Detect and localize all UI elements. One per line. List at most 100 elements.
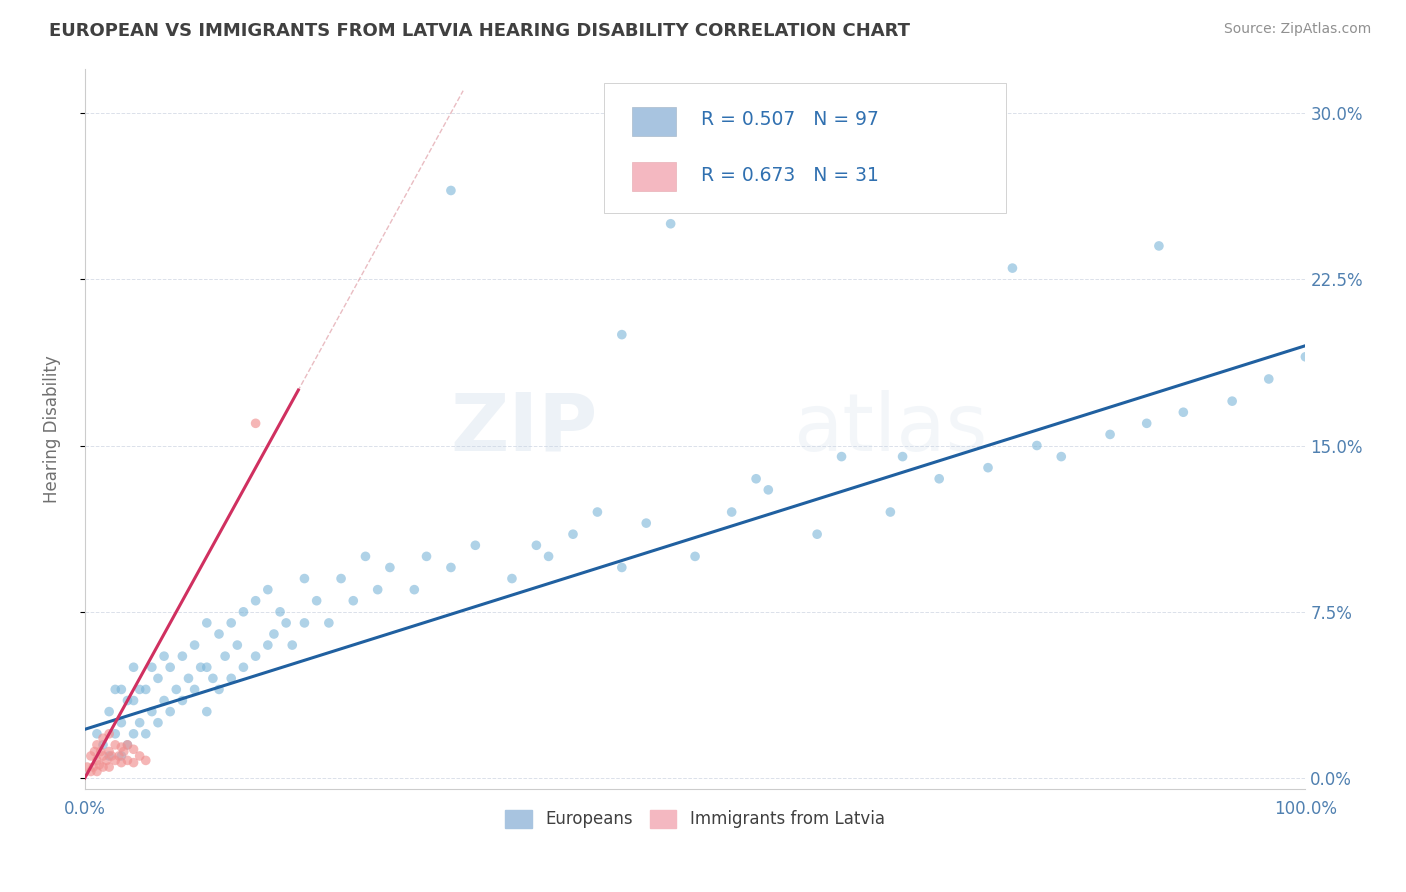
Point	[122, 660, 145, 674]
Point	[683, 549, 706, 564]
Point	[91, 760, 114, 774]
Point	[177, 671, 200, 685]
Point	[354, 549, 377, 564]
Point	[153, 693, 176, 707]
Point	[91, 738, 114, 752]
Point	[183, 638, 205, 652]
Point	[135, 727, 157, 741]
Point	[98, 745, 121, 759]
Point	[104, 682, 127, 697]
Point	[98, 727, 121, 741]
Point	[440, 560, 463, 574]
Point	[610, 560, 633, 574]
Point	[928, 472, 950, 486]
Point	[879, 505, 901, 519]
Point	[117, 753, 139, 767]
Y-axis label: Hearing Disability: Hearing Disability	[44, 355, 60, 503]
Point	[122, 756, 145, 770]
Point	[91, 748, 114, 763]
Point	[720, 505, 742, 519]
Point	[98, 705, 121, 719]
Point	[281, 638, 304, 652]
Point	[415, 549, 437, 564]
Point	[117, 738, 139, 752]
Point	[831, 172, 853, 186]
Text: atlas: atlas	[793, 390, 987, 468]
Point	[104, 727, 127, 741]
Point	[135, 682, 157, 697]
Point	[190, 660, 212, 674]
Point	[100, 748, 122, 763]
Point	[1025, 438, 1047, 452]
Point	[122, 693, 145, 707]
Point	[165, 682, 187, 697]
Point	[86, 727, 108, 741]
Point	[659, 217, 682, 231]
Point	[330, 572, 353, 586]
Point	[977, 460, 1000, 475]
Point	[110, 756, 132, 770]
Point	[276, 615, 298, 630]
FancyBboxPatch shape	[631, 107, 675, 136]
Point	[135, 753, 157, 767]
Point	[537, 549, 560, 564]
Point	[98, 748, 121, 763]
Point	[1136, 417, 1159, 431]
Point	[219, 615, 242, 630]
Point	[318, 615, 340, 630]
FancyBboxPatch shape	[603, 83, 1007, 212]
Point	[367, 582, 389, 597]
Point	[232, 605, 254, 619]
Point	[806, 527, 828, 541]
Point	[1220, 394, 1243, 409]
Point	[159, 660, 181, 674]
Point	[378, 560, 401, 574]
Point	[745, 472, 768, 486]
Point	[172, 649, 194, 664]
Text: R = 0.673   N = 31: R = 0.673 N = 31	[702, 166, 879, 185]
Point	[91, 731, 114, 746]
Point	[110, 715, 132, 730]
Text: EUROPEAN VS IMMIGRANTS FROM LATVIA HEARING DISABILITY CORRELATION CHART: EUROPEAN VS IMMIGRANTS FROM LATVIA HEARI…	[49, 22, 910, 40]
Point	[1147, 239, 1170, 253]
Point	[96, 753, 118, 767]
Point	[112, 745, 135, 759]
Point	[146, 715, 169, 730]
Point	[464, 538, 486, 552]
Point	[586, 505, 609, 519]
Point	[104, 738, 127, 752]
Point	[256, 638, 278, 652]
Point	[440, 184, 463, 198]
Point	[610, 327, 633, 342]
Point	[128, 748, 150, 763]
Point	[128, 715, 150, 730]
Point	[117, 693, 139, 707]
Text: ZIP: ZIP	[450, 390, 598, 468]
Point	[501, 572, 523, 586]
Point	[108, 748, 131, 763]
Point	[831, 450, 853, 464]
Point	[1257, 372, 1279, 386]
Point	[1050, 450, 1073, 464]
Text: R = 0.507   N = 97: R = 0.507 N = 97	[702, 111, 879, 129]
Point	[104, 753, 127, 767]
Point	[524, 538, 547, 552]
Point	[80, 764, 103, 779]
Point	[195, 615, 218, 630]
Point	[76, 760, 98, 774]
Point	[226, 638, 249, 652]
Point	[110, 748, 132, 763]
Point	[756, 483, 779, 497]
Point	[294, 572, 316, 586]
Point	[305, 593, 328, 607]
Point	[1001, 261, 1024, 276]
Point	[86, 764, 108, 779]
Point	[90, 745, 112, 759]
Point	[1173, 405, 1195, 419]
Point	[214, 649, 236, 664]
Point	[208, 627, 231, 641]
Point	[201, 671, 224, 685]
Point	[159, 705, 181, 719]
Point	[122, 727, 145, 741]
Point	[208, 682, 231, 697]
